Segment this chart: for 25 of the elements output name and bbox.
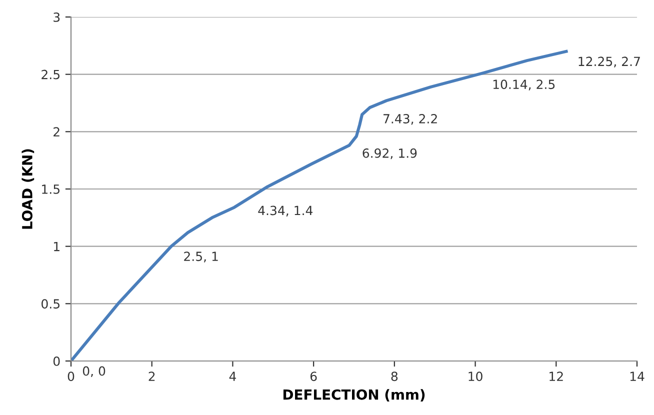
x-axis-title: DEFLECTION (mm) (283, 389, 425, 402)
y-tick-label: 2.5 (42, 70, 60, 80)
y-tick-label: 1.5 (42, 184, 60, 194)
y-tick-label: 0.5 (42, 299, 60, 309)
x-tick-label: 10 (468, 372, 482, 382)
annotation: 12.25, 2.7 (578, 56, 640, 68)
y-axis-title: LOAD (KN) (22, 149, 34, 229)
x-tick-label: 0 (68, 372, 74, 382)
annotation: 10.14, 2.5 (493, 80, 555, 90)
annotation: 6.92, 1.9 (362, 148, 417, 160)
x-tick-label: 2 (148, 372, 155, 381)
x-tick-label: 6 (310, 372, 317, 382)
x-tick-label: 12 (550, 372, 563, 381)
y-tick-label: 3 (54, 12, 60, 22)
x-tick-label: 4 (229, 372, 236, 381)
y-tick-label: 0 (53, 356, 60, 366)
line-series (71, 50, 568, 361)
y-tick-label: 2 (54, 127, 60, 136)
y-tick-label: 1 (54, 242, 60, 252)
annotation: 4.34, 1.4 (258, 206, 313, 216)
annotation: 0, 0 (82, 366, 106, 378)
annotation: 7.43, 2.2 (384, 114, 437, 125)
annotation: 2.5, 1 (184, 252, 218, 262)
x-tick-label: 8 (391, 372, 398, 382)
x-tick-label: 14 (630, 372, 644, 381)
